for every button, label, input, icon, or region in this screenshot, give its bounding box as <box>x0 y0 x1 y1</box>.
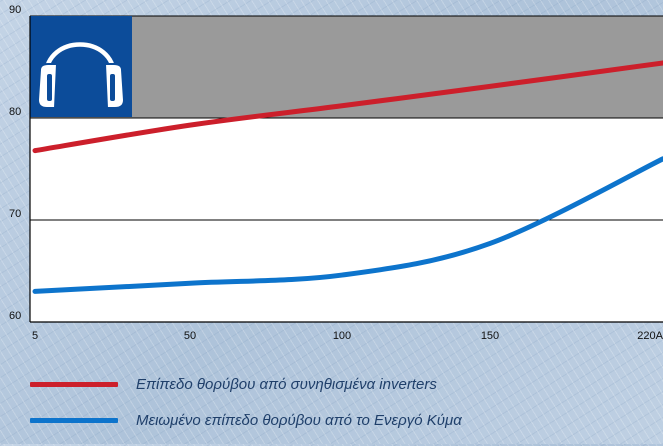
legend-item-active-wave: Μειωμένο επίπεδο θορύβου από το Ενεργό Κ… <box>30 410 650 430</box>
x-tick-4: 220A <box>637 330 663 342</box>
headphones-icon <box>30 16 132 117</box>
x-tick-0: 5 <box>32 330 38 342</box>
x-tick-2: 100 <box>333 330 351 342</box>
y-tick-70: 70 <box>9 208 21 220</box>
legend-label-conventional: Επίπεδο θορύβου από συνηθισμένα inverter… <box>136 375 437 393</box>
series-layer <box>32 60 663 294</box>
legend-item-conventional: Επίπεδο θορύβου από συνηθισμένα inverter… <box>30 374 650 394</box>
x-tick-3: 150 <box>481 330 499 342</box>
series-line-0 <box>32 60 663 154</box>
legend-swatch-blue <box>30 417 118 423</box>
legend-swatch-red <box>30 381 118 387</box>
series-line-1 <box>32 156 663 294</box>
y-tick-labels: 60 70 80 90 <box>9 4 21 322</box>
x-tick-1: 50 <box>184 330 196 342</box>
y-tick-90: 90 <box>9 4 21 16</box>
x-tick-labels: 5 50 100 150 220A <box>32 330 663 342</box>
legend-label-active-wave: Μειωμένο επίπεδο θορύβου από το Ενεργό Κ… <box>136 411 462 429</box>
y-tick-60: 60 <box>9 310 21 322</box>
shaded-band <box>30 16 663 118</box>
legend: Επίπεδο θορύβου από συνηθισμένα inverter… <box>30 374 650 446</box>
y-tick-80: 80 <box>9 106 21 118</box>
